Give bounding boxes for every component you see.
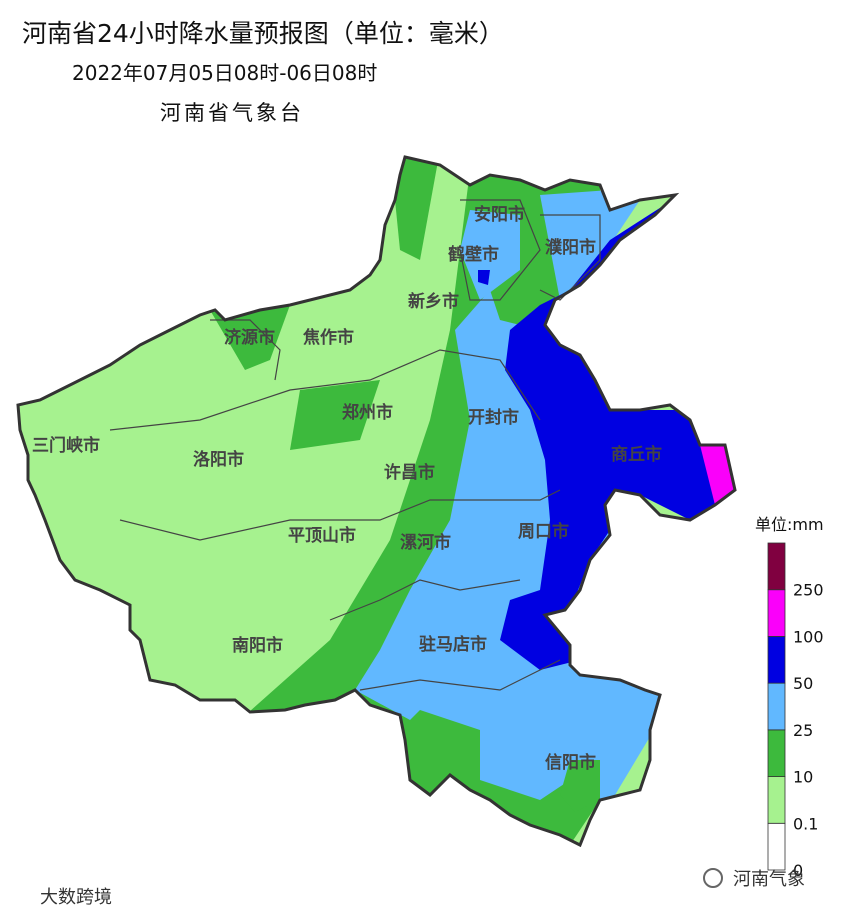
- city-label: 郑州市: [342, 402, 393, 423]
- border: [329, 579, 521, 621]
- legend-swatch: [767, 682, 786, 731]
- legend-swatch: [767, 542, 786, 591]
- legend-swatch: [767, 589, 786, 637]
- city-label: 商丘市: [611, 444, 662, 465]
- legend-tick-label: 0: [793, 861, 803, 880]
- watermark: 河南气象: [733, 869, 805, 890]
- legend-swatch: [767, 729, 786, 777]
- legend-tick-label: 250: [793, 581, 824, 600]
- legend-swatch: [767, 636, 786, 684]
- city-label: 焦作市: [302, 327, 354, 348]
- area-green-north: [390, 157, 440, 260]
- city-label: 安阳市: [474, 204, 525, 225]
- city-label: 驻马店市: [419, 634, 487, 655]
- area-green-xy: [560, 760, 600, 812]
- legend-tick-label: 100: [793, 627, 824, 646]
- legend-unit: 单位:mm: [755, 515, 824, 534]
- city-label: 濮阳市: [545, 237, 596, 258]
- map-title: 河南省24小时降水量预报图（单位：毫米）: [22, 19, 504, 48]
- city-label: 南阳市: [232, 635, 283, 656]
- area-green-west: [210, 305, 290, 370]
- city-label: 洛阳市: [193, 449, 244, 470]
- agency: 河南省气象台: [160, 101, 304, 125]
- legend-tick-label: 50: [793, 674, 813, 693]
- border: [119, 489, 561, 541]
- city-label: 开封市: [468, 407, 519, 428]
- area-green-zz: [290, 380, 380, 450]
- city-label: 新乡市: [408, 291, 459, 312]
- city-labels: 安阳市 鹤壁市 濮阳市 新乡市 济源市 焦作市 郑州市 开封市 三门峡市 洛阳市…: [32, 204, 662, 773]
- map-subtitle: 2022年07月05日08时-06日08时: [72, 61, 377, 85]
- city-label: 济源市: [224, 327, 275, 348]
- border: [109, 349, 541, 431]
- borders: [109, 199, 601, 691]
- area-blue-small: [478, 270, 490, 285]
- city-label: 鹤壁市: [448, 244, 499, 265]
- city-label: 漯河市: [400, 532, 451, 553]
- city-label: 平顶山市: [288, 525, 356, 546]
- legend-swatch: [767, 776, 786, 824]
- legend: 0 0.1 10 25 50 100 250: [767, 542, 824, 880]
- city-label: 三门峡市: [32, 435, 100, 456]
- border: [459, 199, 541, 301]
- wechat-icon: [703, 868, 723, 888]
- legend-swatch: [767, 822, 786, 871]
- watermark: 大数跨境: [40, 887, 112, 908]
- area-light-blue-hb: [460, 210, 520, 300]
- city-label: 周口市: [518, 521, 569, 542]
- city-label: 许昌市: [384, 462, 435, 483]
- border: [539, 214, 601, 301]
- border: [359, 659, 561, 691]
- legend-tick-label: 25: [793, 721, 813, 740]
- legend-tick-label: 10: [793, 768, 813, 787]
- city-label: 信阳市: [545, 752, 596, 773]
- legend-tick-label: 0.1: [793, 814, 818, 833]
